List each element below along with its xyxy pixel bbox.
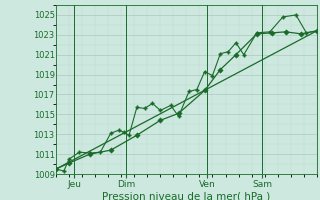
X-axis label: Pression niveau de la mer( hPa ): Pression niveau de la mer( hPa ) [102, 191, 270, 200]
